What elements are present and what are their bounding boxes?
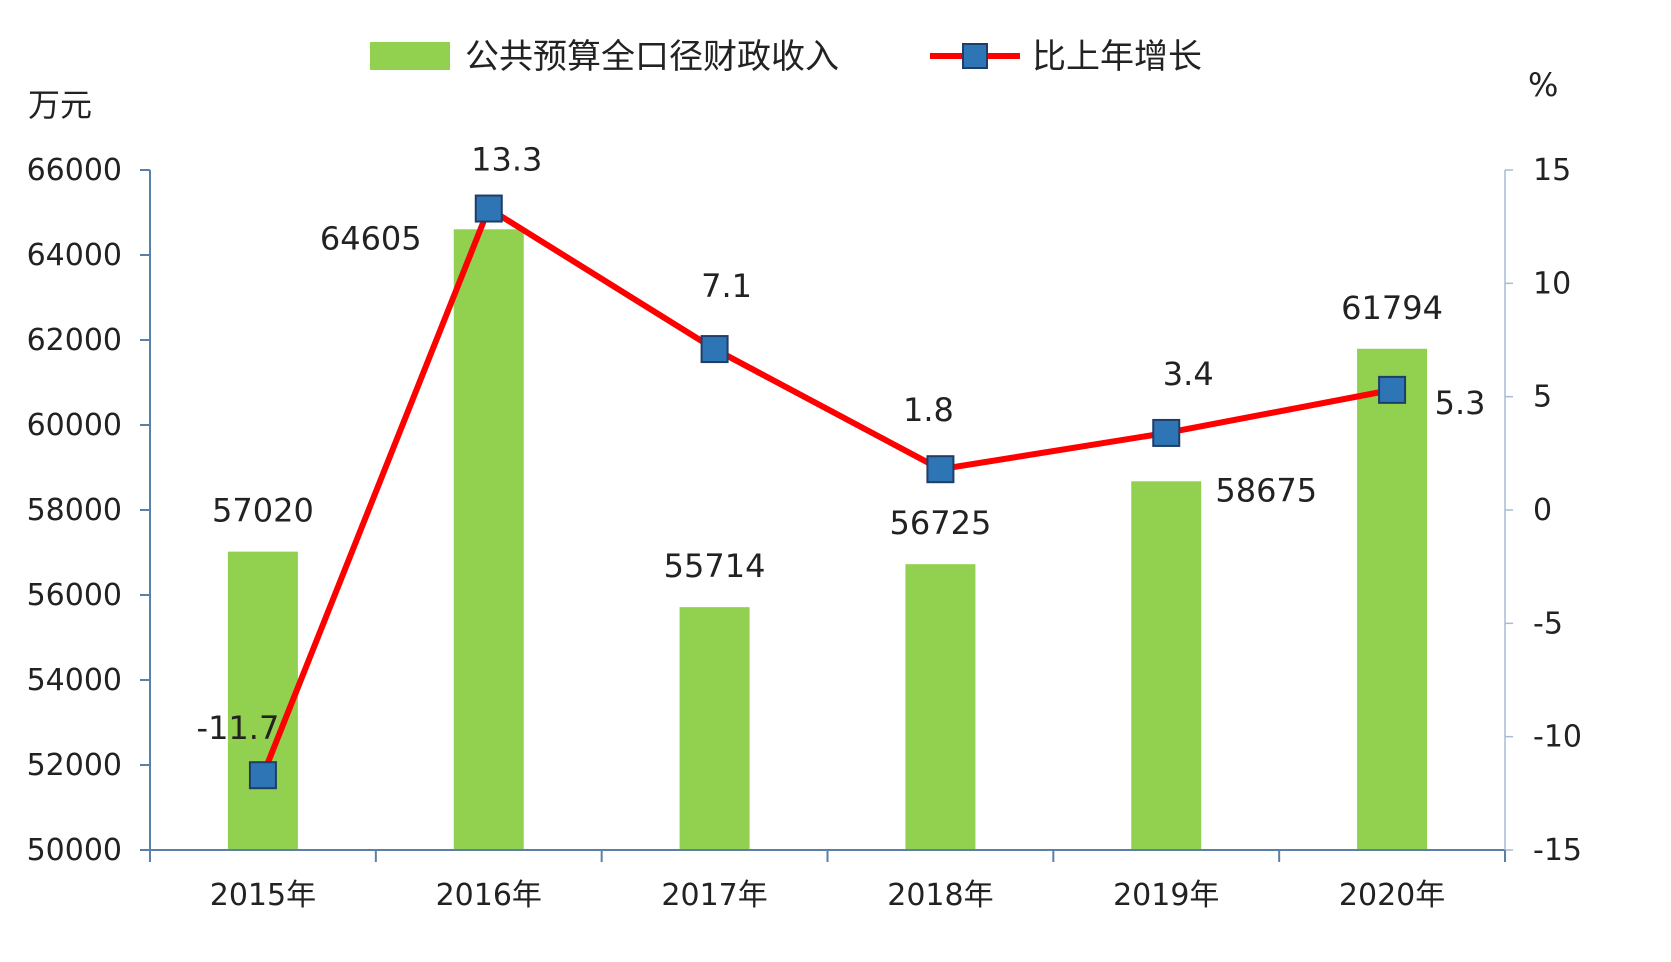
bar-value-label: 61794: [1341, 289, 1443, 327]
data-labels: 57020 64605 55714 56725 58675 61794 -11.7 13.3 7…: [197, 141, 1486, 748]
legend-label-line: 比上年增长: [1032, 37, 1202, 77]
legend-marker-line: [962, 43, 988, 69]
bar-2016年: [453, 229, 524, 851]
x-tick-label: 2018年: [887, 878, 993, 913]
growth-marker-2016年: [474, 194, 503, 223]
y-left-tick-label: 62000: [27, 323, 122, 358]
legend: 公共预算全口径财政收入 比上年增长: [370, 37, 1202, 77]
y-right-tick-label: 15: [1533, 153, 1571, 188]
bar-2015年: [227, 551, 298, 850]
bar-value-label: 58675: [1215, 471, 1317, 509]
bar-value-label: 55714: [664, 547, 766, 585]
y-left-unit: 万元: [28, 86, 92, 124]
y-right-tick-label: 10: [1533, 266, 1571, 301]
y-right-tick-label: 0: [1533, 493, 1552, 528]
growth-line: [260, 205, 1393, 777]
y-left-tick-label: 50000: [27, 833, 122, 868]
x-tick-label: 2017年: [661, 878, 767, 913]
growth-marker-2019年: [1152, 418, 1181, 447]
growth-value-label: 5.3: [1435, 384, 1486, 422]
x-tick-label: 2019年: [1113, 878, 1219, 913]
growth-marker-2020年: [1378, 375, 1407, 404]
y-right-tick-label: 5: [1533, 380, 1552, 415]
line-series: [248, 194, 1407, 790]
legend-swatch-bar: [370, 42, 450, 70]
axes: 50000 52000 54000 56000 58000 60000 62000 64000…: [27, 153, 1582, 913]
growth-value-label: 3.4: [1163, 355, 1214, 393]
y-right-tick-label: -15: [1533, 833, 1582, 868]
growth-marker-2018年: [926, 455, 955, 484]
legend-label-bar: 公共预算全口径财政收入: [465, 37, 839, 77]
bar-series: [227, 229, 1428, 851]
x-tick-label: 2016年: [436, 878, 542, 913]
y-left-tick-label: 66000: [27, 153, 122, 188]
growth-value-label: 7.1: [701, 267, 752, 305]
bar-value-label: 56725: [890, 504, 992, 542]
y-left-tick-label: 54000: [27, 663, 122, 698]
y-left-tick-label: 58000: [27, 493, 122, 528]
y-left-tick-label: 56000: [27, 578, 122, 613]
bar-value-label: 57020: [212, 492, 314, 530]
y-right-tick-label: -10: [1533, 720, 1582, 755]
growth-value-label: 13.3: [471, 141, 542, 179]
bar-2019年: [1131, 481, 1202, 850]
x-tick-label: 2020年: [1339, 878, 1445, 913]
growth-marker-2015年: [248, 761, 277, 790]
y-right-unit: %: [1528, 66, 1558, 104]
growth-marker-2017年: [700, 335, 729, 364]
growth-value-label: 1.8: [903, 391, 954, 429]
y-left-tick-label: 64000: [27, 238, 122, 273]
bar-2018年: [905, 564, 976, 850]
x-tick-label: 2015年: [210, 878, 316, 913]
bar-2020年: [1357, 348, 1428, 850]
bar-2017年: [679, 607, 750, 850]
y-left-tick-label: 52000: [27, 748, 122, 783]
bar-value-label: 64605: [320, 219, 422, 257]
growth-value-label: -11.7: [197, 709, 280, 747]
y-right-tick-label: -5: [1533, 606, 1563, 641]
y-left-tick-label: 60000: [27, 408, 122, 443]
